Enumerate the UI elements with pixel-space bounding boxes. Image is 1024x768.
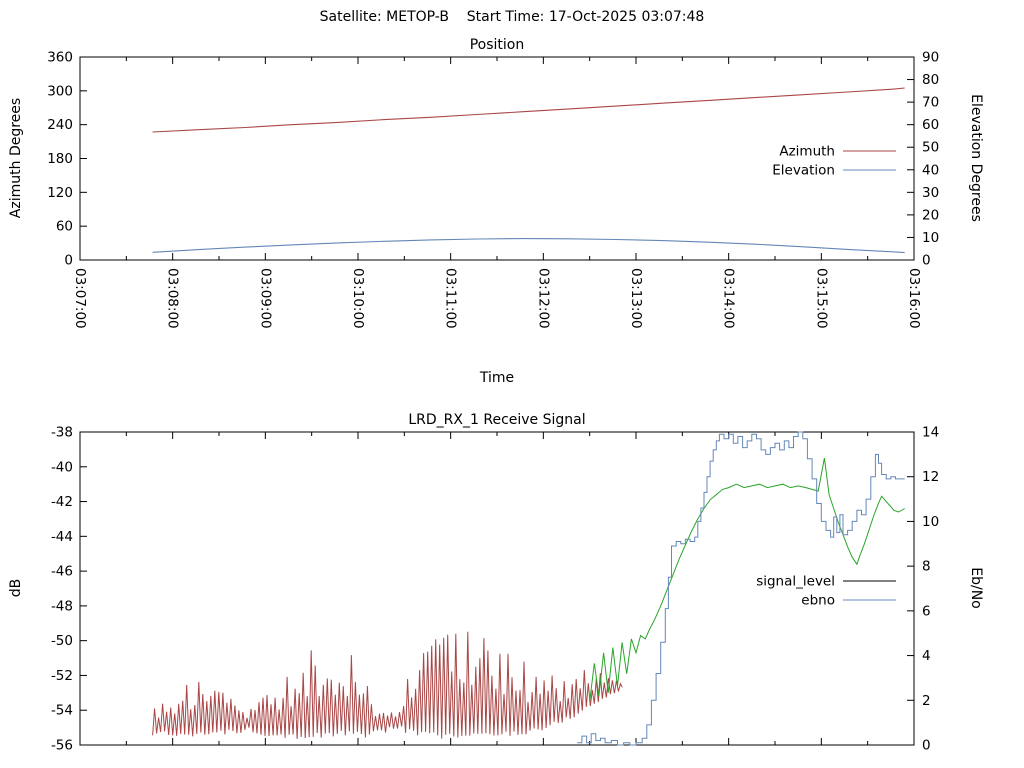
y-right-tick-label: 8: [922, 559, 931, 575]
y-left-tick-label: -50: [51, 633, 73, 649]
y-right-tick-label: 50: [922, 140, 939, 156]
x-tick-label: 03:07:00: [72, 268, 88, 329]
legend-label-Azimuth: Azimuth: [779, 144, 835, 160]
y-left-tick-label: -52: [51, 668, 73, 684]
y-right-tick-label: 12: [922, 469, 939, 485]
series-signal-level-acquiring: [152, 631, 623, 739]
x-tick-label: 03:12:00: [535, 268, 551, 329]
receive-signal-chart-title: LRD_RX_1 Receive Signal: [408, 412, 586, 428]
y-right-tick-label: 2: [922, 693, 931, 709]
lrd-rx-1-chart: -56 -54 -52 -50 -48 -46 -44 -42 -40 -38 0 2 4 6 8 10 12 1…: [51, 425, 939, 754]
y-left-tick-label: 360: [47, 50, 73, 66]
x-tick-label: 03:16:00: [906, 268, 922, 329]
series-signal-level-locked: [589, 458, 905, 702]
y-right-tick-label: 60: [922, 117, 939, 133]
y-right-tick-label: 20: [922, 207, 939, 223]
y-right-tick-label: 10: [922, 230, 939, 246]
legend-label-Elevation: Elevation: [772, 163, 835, 179]
series-ebno: [577, 431, 905, 746]
position-chart: 03:07:00 03:08:00 03:09:00 03:10:00 03:11:00…: [47, 50, 939, 329]
time-axis-label: Time: [479, 370, 515, 386]
y-left-tick-label: -38: [51, 425, 73, 441]
legend-label-signal_level: signal_level: [756, 574, 835, 590]
x-tick-label: 03:15:00: [813, 268, 829, 329]
y-left-tick-label: -56: [51, 738, 73, 754]
y-left-tick-label: 180: [47, 151, 73, 167]
legend-label-ebno: ebno: [801, 593, 835, 609]
x-tick-label: 03:08:00: [165, 268, 181, 329]
x-tick-label: 03:13:00: [628, 268, 644, 329]
y-left-tick-label: -44: [51, 529, 73, 545]
y-left-tick-label: -46: [51, 564, 73, 580]
y-right-tick-label: 30: [922, 185, 939, 201]
series-azimuth: [152, 87, 905, 133]
y-left-tick-label: 120: [47, 185, 73, 201]
y-right-tick-label: 40: [922, 162, 939, 178]
x-tick-label: 03:14:00: [721, 268, 737, 329]
y-left-tick-label: 0: [64, 253, 73, 269]
y-left-tick-label: 300: [47, 83, 73, 99]
x-tick-label: 03:09:00: [257, 268, 273, 329]
page-title: Satellite: METOP-B Start Time: 17-Oct-20…: [319, 9, 705, 25]
y-left-tick-label: 60: [56, 219, 73, 235]
y-right-tick-label: 6: [922, 603, 931, 619]
y-left-tick-label: -54: [51, 703, 73, 719]
position-chart-title: Position: [469, 37, 525, 53]
y-right-tick-label: 80: [922, 72, 939, 88]
y-right-tick-label: 0: [922, 738, 931, 754]
series-elevation: [152, 238, 905, 254]
y-left-tick-label: -42: [51, 494, 73, 510]
y-left-tick-label: -40: [51, 459, 73, 475]
y-left-tick-label: -48: [51, 598, 73, 614]
y-right-tick-label: 10: [922, 514, 939, 530]
y-right-tick-label: 70: [922, 95, 939, 111]
y-right-tick-label: 0: [922, 253, 931, 269]
x-tick-label: 03:11:00: [443, 268, 459, 329]
y-right-tick-label: 90: [922, 50, 939, 66]
y-right-tick-label: 4: [922, 648, 931, 664]
y-left-tick-label: 240: [47, 117, 73, 133]
y-right-tick-label: 14: [922, 425, 939, 441]
x-tick-label: 03:10:00: [350, 268, 366, 329]
